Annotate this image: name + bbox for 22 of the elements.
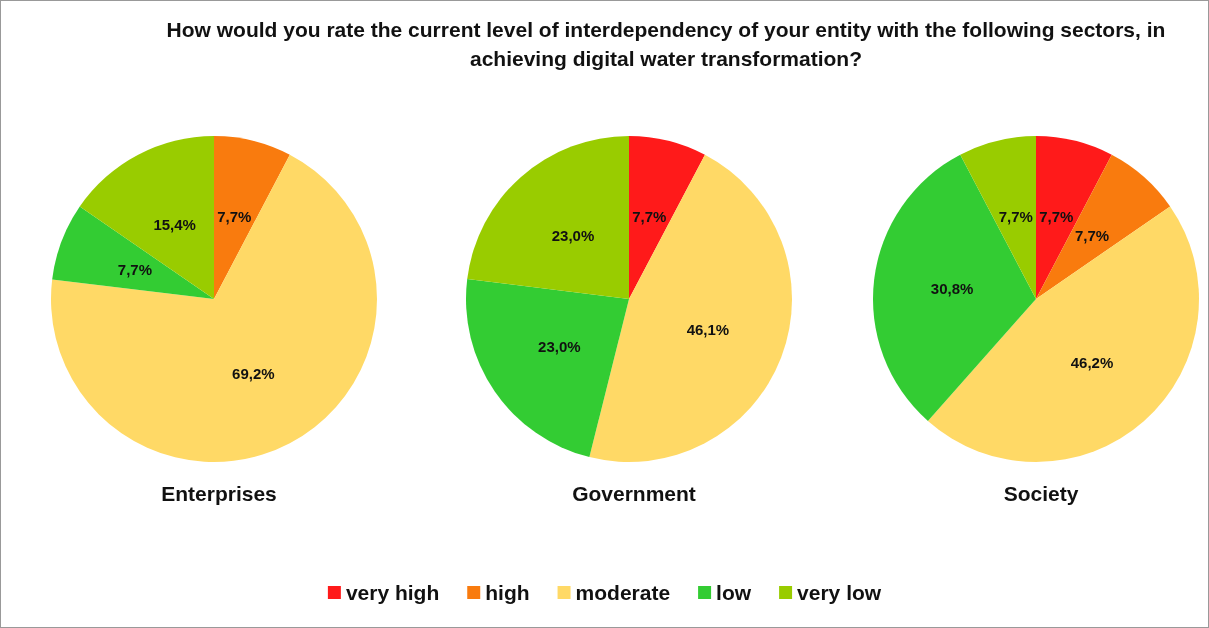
data-label: 46,2% [1070,353,1114,371]
legend-label: high [485,581,530,604]
data-label: 7,7% [1039,208,1074,226]
slice-label: Government [572,482,696,505]
legend-label: moderate [575,581,671,604]
data-label: 15,4% [153,215,196,233]
legend-label: very low [797,581,882,604]
legend-label: very high [345,581,440,604]
slice-label: Enterprises [161,482,277,505]
data-label: 7,7% [632,208,667,226]
data-label: 46,1% [686,320,730,338]
data-label: 23,0% [538,338,581,356]
data-label: 69,2% [232,365,275,383]
data-label: 7,7% [117,260,153,278]
data-label: 7,7% [998,208,1033,226]
data-label: 7,7% [217,208,252,226]
slice-label: Society [1003,482,1079,505]
legend-label: low [716,581,752,604]
data-label: 23,0% [551,227,595,245]
data-label: 30,8% [930,280,974,298]
data-label: 7,7% [1074,227,1110,245]
chart-title: How would you rate the current level of interdependency of your entity with the following sectors, in achieving digital water transformation? [165,17,1167,72]
